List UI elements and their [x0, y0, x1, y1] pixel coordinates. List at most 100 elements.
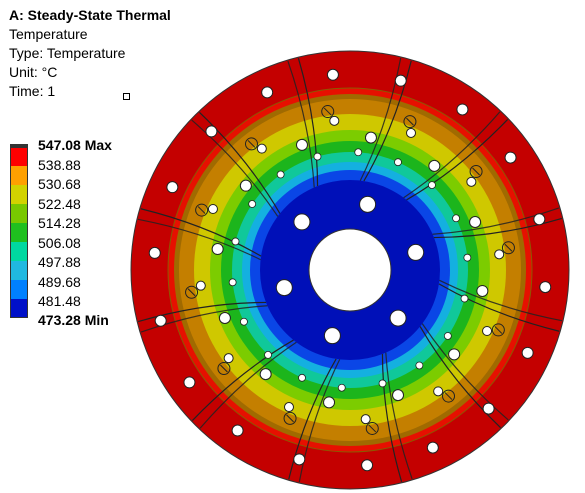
small-hole: [276, 170, 285, 179]
outer-hole: [394, 74, 407, 87]
cooling-slot-line: [199, 111, 281, 214]
center-bore: [308, 228, 392, 312]
result-time: Time: 1: [9, 83, 56, 99]
disc-holes: [148, 68, 552, 472]
vent-hole: [256, 143, 267, 154]
hub-bolt-hole: [359, 195, 377, 213]
pin-marker-line: [472, 167, 480, 176]
small-hole: [443, 332, 452, 340]
hub-bolt-hole: [323, 327, 341, 345]
cooling-slot-line: [433, 217, 562, 239]
outer-hole: [326, 68, 339, 81]
legend-swatch: [10, 185, 28, 204]
small-hole: [231, 237, 240, 246]
cooling-slot-line: [359, 57, 402, 181]
pin-marker-line: [220, 364, 228, 373]
vent-hole: [428, 159, 441, 172]
vent-hole: [239, 179, 252, 192]
small-hole: [394, 158, 402, 167]
cooling-slot-line: [140, 208, 262, 257]
hub-bolt-hole: [389, 309, 407, 327]
pin-marker: [217, 362, 231, 376]
vent-hole: [207, 203, 218, 214]
pin-marker-line: [286, 414, 294, 423]
legend-label: 506.08: [38, 235, 81, 251]
small-hole: [378, 379, 387, 388]
legend-label: 538.88: [38, 157, 81, 173]
small-hole: [460, 294, 469, 303]
small-hole: [240, 317, 248, 326]
legend-swatch: [10, 242, 28, 261]
vent-hole: [482, 326, 493, 337]
cooling-slot-line: [432, 207, 560, 235]
pin-marker: [491, 323, 505, 337]
outer-hole: [183, 376, 196, 389]
small-hole: [228, 278, 237, 287]
small-hole: [354, 148, 363, 157]
legend-swatch: [10, 223, 28, 242]
legend-swatch: [10, 166, 28, 185]
vent-hole: [329, 115, 340, 126]
cooling-slot-line: [406, 119, 509, 201]
cooling-slot-line: [297, 58, 319, 187]
cooling-slot-line: [421, 323, 509, 421]
small-hole: [298, 373, 306, 382]
legend-label: 489.68: [38, 274, 81, 290]
legend-swatch: [10, 280, 28, 299]
vent-hole: [448, 348, 461, 361]
pin-marker-line: [187, 288, 196, 297]
legend-label: 481.48: [38, 293, 81, 309]
cooling-slot-line: [191, 119, 279, 217]
cooling-slot-line: [287, 60, 315, 188]
pin-marker: [403, 115, 417, 129]
pin-marker-line: [444, 392, 453, 400]
vent-hole: [494, 249, 505, 260]
outer-hole: [426, 441, 439, 454]
legend-label: 522.48: [38, 196, 81, 212]
vent-hole: [211, 243, 224, 256]
result-header: A: Steady-State Thermal Temperature Type…: [9, 6, 171, 101]
pin-marker-line: [323, 107, 332, 116]
cooling-slot-line: [288, 358, 337, 480]
vent-hole: [195, 280, 206, 291]
pin-marker-line: [406, 117, 414, 126]
hub-bolt-hole: [407, 243, 425, 261]
cooling-slot-line: [138, 301, 267, 323]
vent-hole: [223, 353, 234, 364]
cooling-slots: [137, 57, 563, 483]
outer-hole: [533, 213, 546, 226]
small-hole: [337, 383, 346, 392]
vent-hole: [323, 396, 336, 409]
small-hole: [428, 181, 436, 190]
legend-max-label: 547.08 Max: [38, 137, 112, 153]
cooling-slot-line: [419, 326, 501, 429]
small-hole: [415, 361, 424, 370]
cooling-slot-line: [140, 305, 268, 333]
pin-marker: [442, 389, 456, 403]
pin-marker-line: [197, 206, 206, 214]
hub-bolt-hole: [275, 279, 293, 297]
pin-marker: [321, 105, 335, 119]
legend-label: 530.68: [38, 176, 81, 192]
small-hole: [452, 214, 460, 223]
cooling-slot-line: [439, 279, 563, 322]
temperature-legend[interactable]: 547.08 Max 538.88 530.68 522.48 514.28 506.08…: [8, 137, 148, 342]
outer-hole: [205, 125, 218, 138]
vent-hole: [466, 176, 477, 187]
cooling-slot-line: [385, 352, 413, 480]
ring-edge: [167, 87, 533, 453]
pin-marker: [244, 137, 258, 151]
result-unit: Unit: °C: [9, 64, 58, 80]
vent-hole: [295, 138, 308, 151]
cooling-slot-line: [137, 218, 261, 261]
vent-hole: [469, 215, 482, 228]
pin-marker: [469, 164, 483, 178]
outer-hole: [154, 314, 167, 327]
legend-swatch: [10, 204, 28, 223]
probe-marker-icon[interactable]: [123, 93, 130, 100]
legend-label: 514.28: [38, 215, 81, 231]
pin-marker-line: [504, 243, 513, 252]
outer-hole: [148, 246, 161, 259]
pin-marker-line: [247, 140, 256, 148]
